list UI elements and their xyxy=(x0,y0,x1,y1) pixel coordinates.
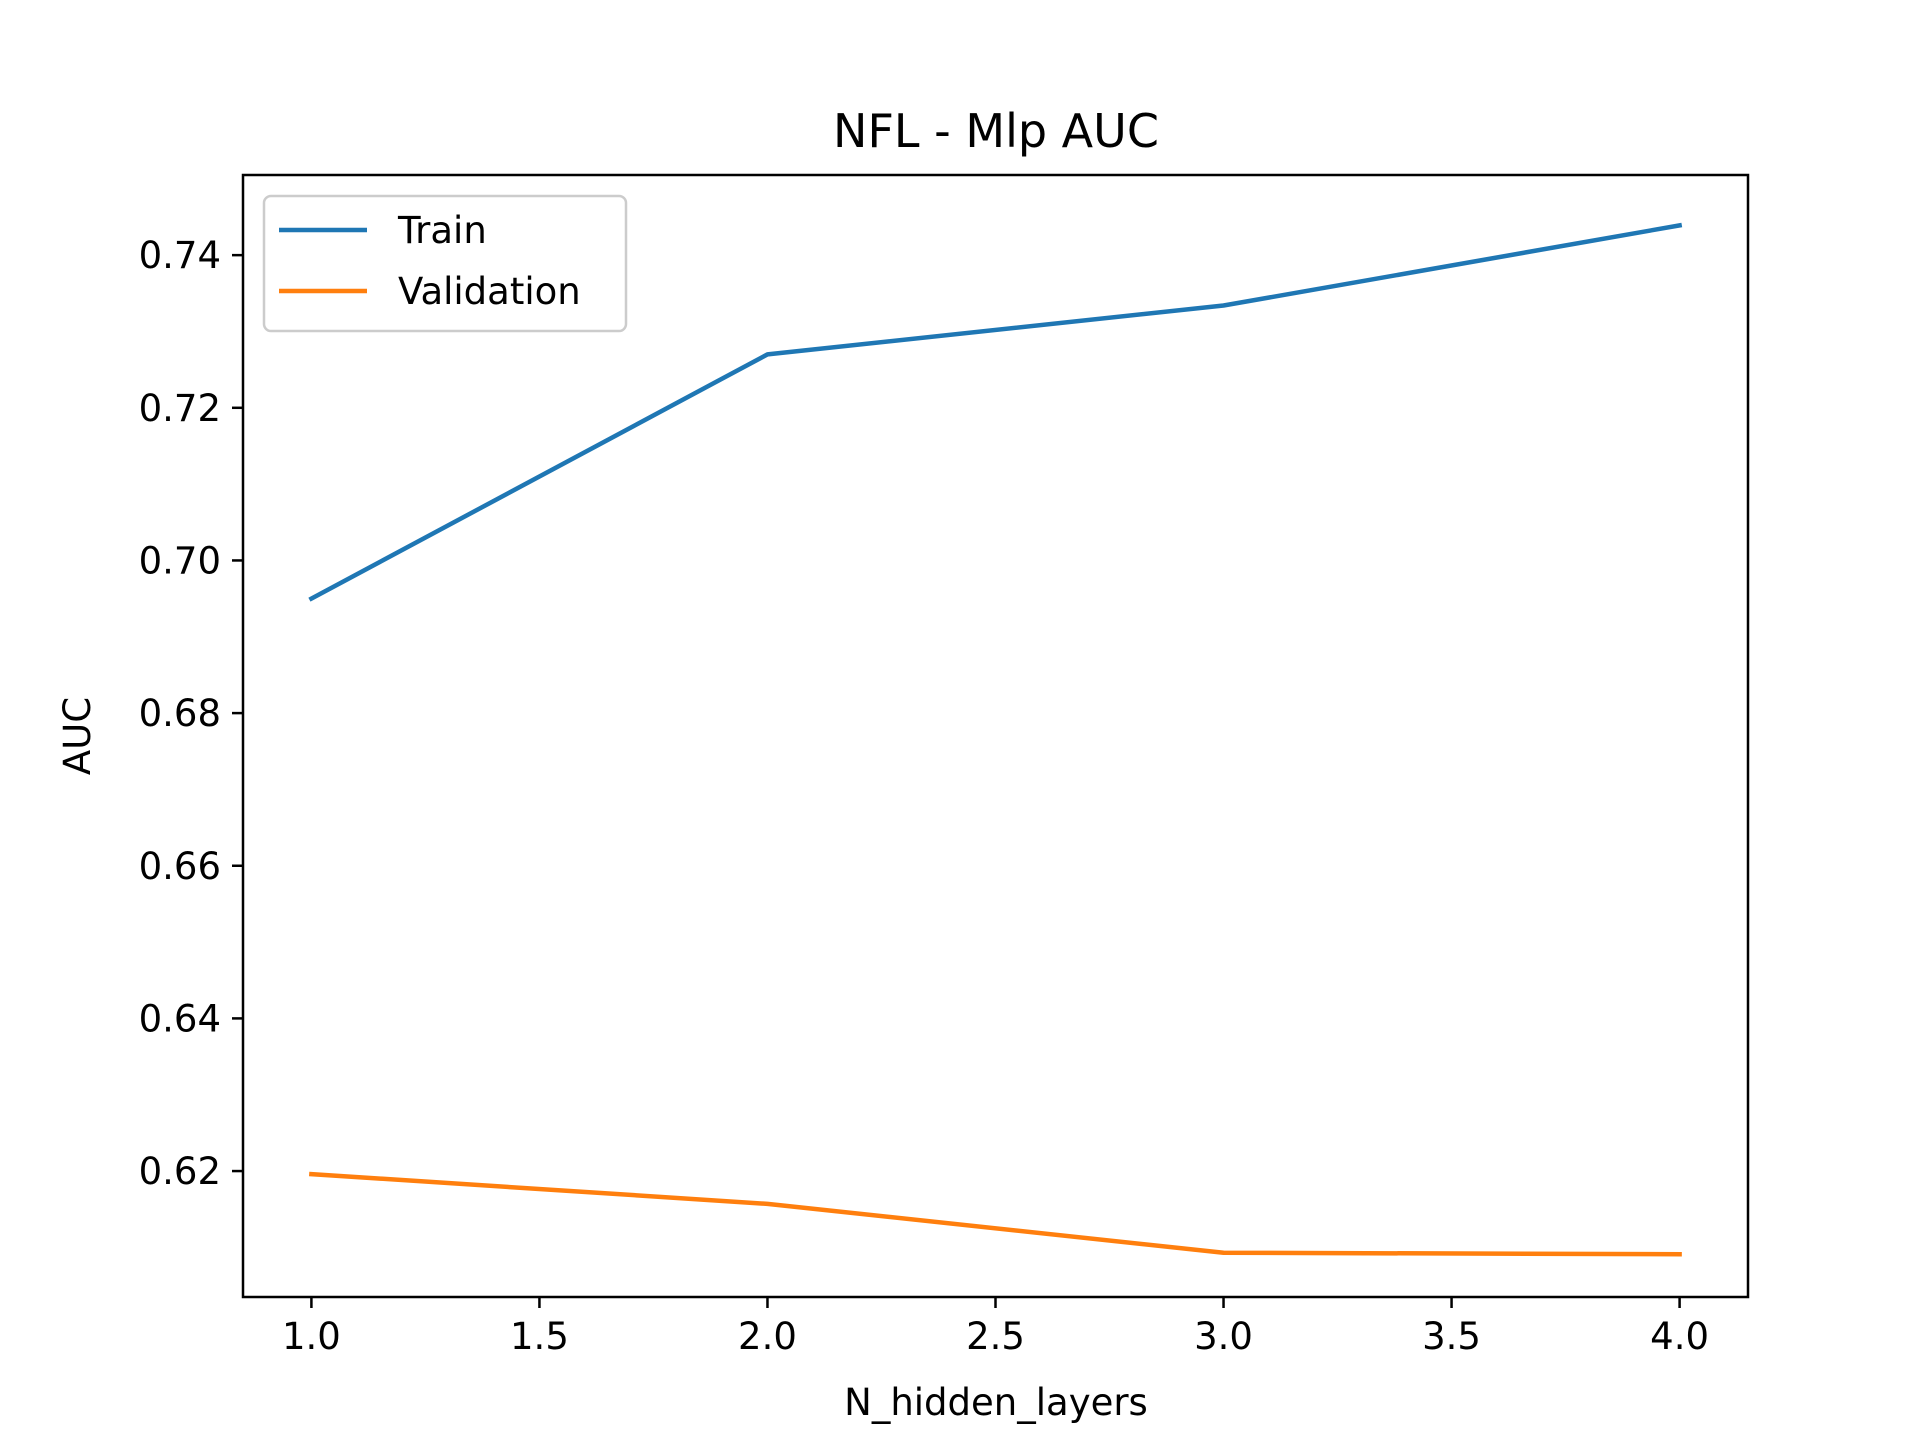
y-tick-label: 0.74 xyxy=(139,234,221,277)
series-line-train xyxy=(308,222,1683,602)
y-tick-label: 0.68 xyxy=(139,692,221,735)
x-tick-label: 3.0 xyxy=(1194,1315,1253,1358)
x-tick-label: 2.0 xyxy=(738,1315,797,1358)
x-axis-ticks: 1.0 1.5 2.0 2.5 3.0 3.5 4.0 xyxy=(282,1297,1709,1358)
x-tick-label: 1.5 xyxy=(510,1315,569,1358)
y-tick-label: 0.72 xyxy=(139,387,221,430)
legend-label-train: Train xyxy=(397,209,487,252)
legend-items: Train Validation xyxy=(279,209,581,313)
x-axis-label: N_hidden_layers xyxy=(844,1381,1148,1424)
legend: Train Validation xyxy=(262,194,628,333)
x-tick-label: 3.5 xyxy=(1422,1315,1481,1358)
y-tick-label: 0.70 xyxy=(139,539,221,582)
legend-label-validation: Validation xyxy=(398,270,581,313)
y-tick-label: 0.62 xyxy=(139,1150,221,1193)
x-tick-label: 1.0 xyxy=(282,1315,341,1358)
plot-frame xyxy=(241,173,1750,1299)
y-tick-label: 0.64 xyxy=(139,997,221,1040)
x-tick-label: 2.5 xyxy=(966,1315,1025,1358)
series-layer xyxy=(308,222,1683,1257)
y-axis-label: AUC xyxy=(56,697,99,775)
x-tick-label: 4.0 xyxy=(1650,1315,1709,1358)
y-axis-ticks: 0.62 0.64 0.66 0.68 0.70 0.72 0.74 xyxy=(139,234,243,1193)
y-tick-label: 0.66 xyxy=(139,845,221,888)
series-line-validation xyxy=(309,1171,1682,1257)
chart-title: NFL - Mlp AUC xyxy=(833,104,1159,158)
